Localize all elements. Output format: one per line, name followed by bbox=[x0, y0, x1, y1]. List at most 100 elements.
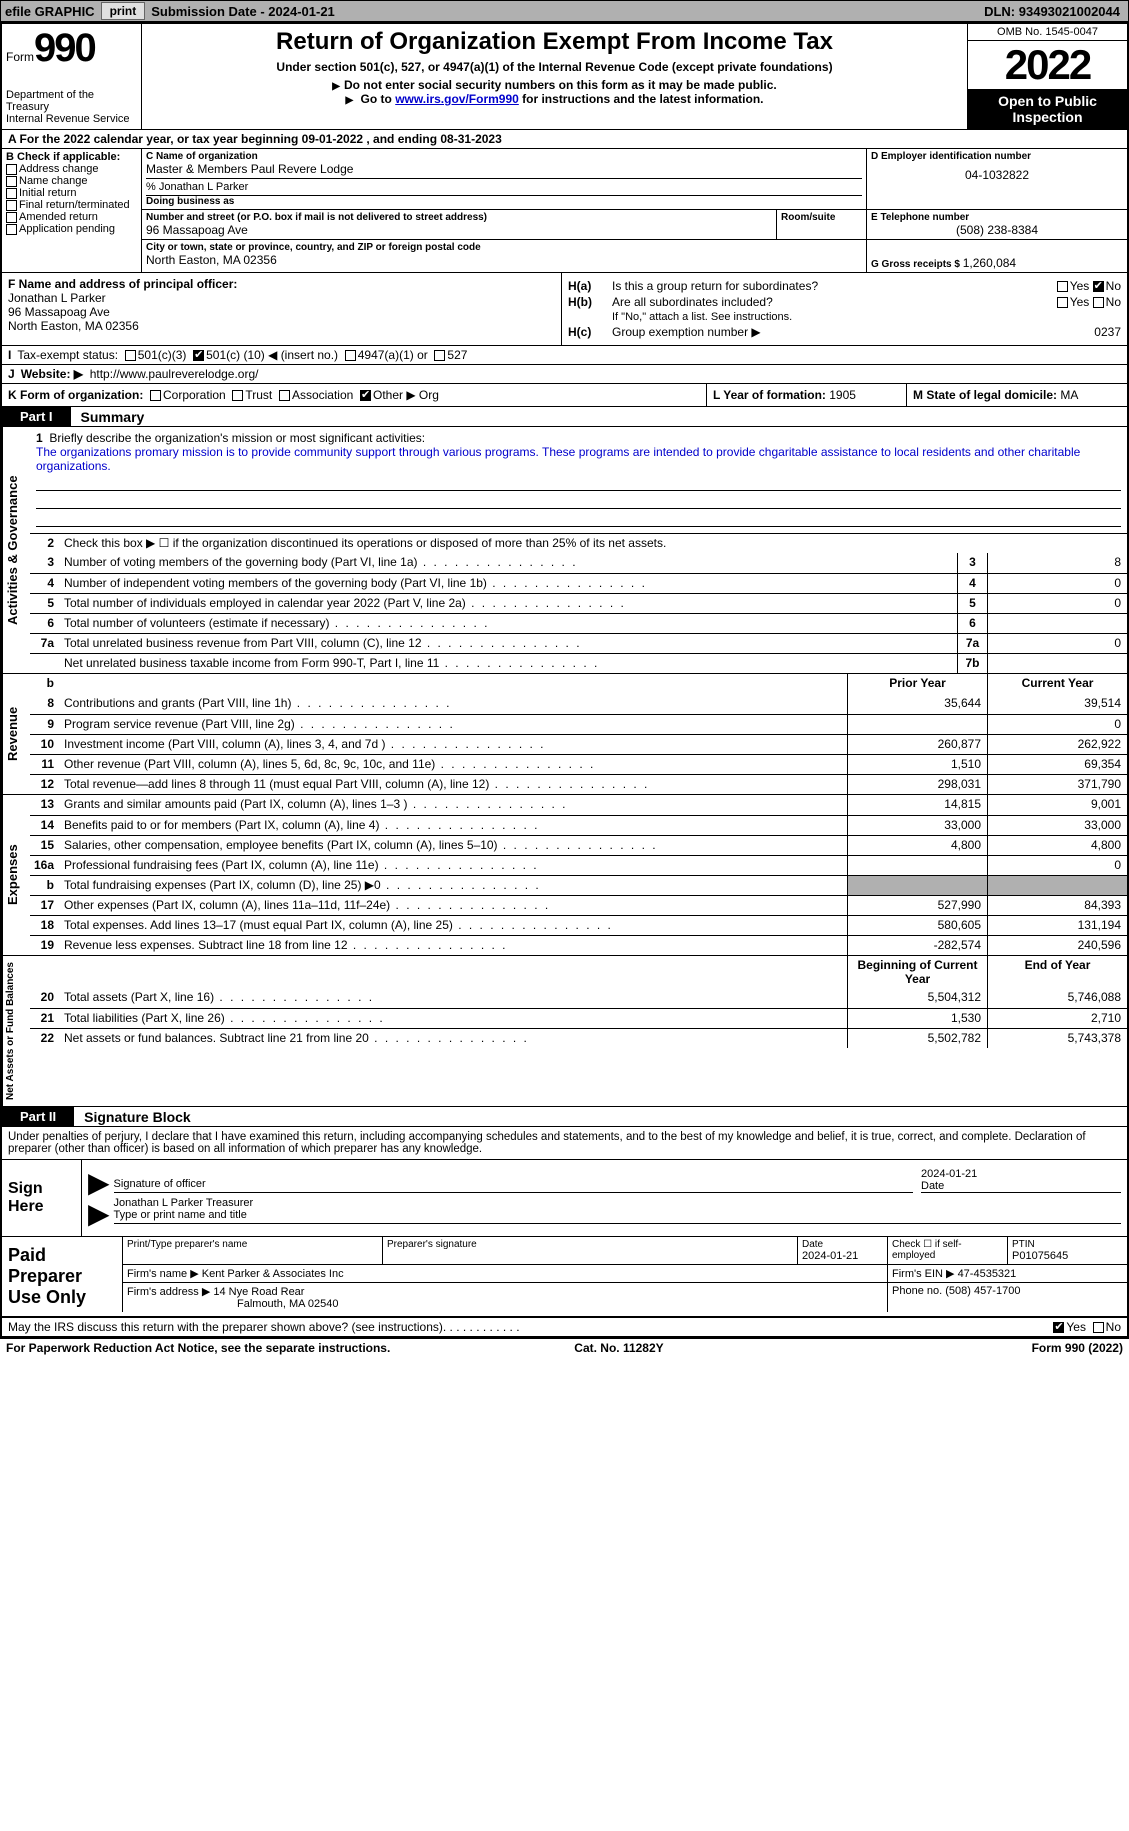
summary-governance: Activities & Governance 1 Briefly descri… bbox=[2, 427, 1127, 674]
row-j-website: J Website: ▶ http://www.paulreverelodge.… bbox=[2, 365, 1127, 384]
dept-treasury: Department of the Treasury bbox=[6, 89, 137, 113]
tax-year: 2022 bbox=[968, 41, 1127, 89]
submission-date-label: Submission Date - 2024-01-21 bbox=[147, 4, 339, 19]
prior-year-value bbox=[847, 715, 987, 734]
prior-year-value: 260,877 bbox=[847, 735, 987, 754]
current-year-value: 84,393 bbox=[987, 896, 1127, 915]
section-f-h: F Name and address of principal officer:… bbox=[2, 273, 1127, 346]
chk-4947[interactable] bbox=[345, 350, 356, 361]
prior-year-header: Prior Year bbox=[847, 674, 987, 694]
chk-trust[interactable] bbox=[232, 390, 243, 401]
footer-final: For Paperwork Reduction Act Notice, see … bbox=[0, 1339, 1129, 1357]
chk-ha-yes[interactable] bbox=[1057, 281, 1068, 292]
open-to-public: Open to Public Inspection bbox=[968, 89, 1127, 129]
irs-link[interactable]: www.irs.gov/Form990 bbox=[395, 92, 519, 106]
note-goto: Go to www.irs.gov/Form990 for instructio… bbox=[150, 92, 959, 106]
officer-street: 96 Massapoag Ave bbox=[8, 305, 555, 319]
website-url: http://www.paulreverelodge.org/ bbox=[90, 367, 259, 381]
form-title: Return of Organization Exempt From Incom… bbox=[150, 28, 959, 56]
org-city: North Easton, MA 02356 bbox=[146, 253, 862, 267]
chk-discuss-no[interactable] bbox=[1093, 1322, 1104, 1333]
summary-line: 14 Benefits paid to or for members (Part… bbox=[30, 815, 1127, 835]
chk-initial-return[interactable] bbox=[6, 188, 17, 199]
care-of: % Jonathan L Parker bbox=[146, 178, 862, 193]
current-year-value: 0 bbox=[987, 715, 1127, 734]
chk-application-pending[interactable] bbox=[6, 224, 17, 235]
summary-value: 0 bbox=[987, 574, 1127, 593]
chk-501c[interactable] bbox=[193, 350, 204, 361]
firm-name: Kent Parker & Associates Inc bbox=[202, 1268, 344, 1280]
ruled-line bbox=[36, 493, 1121, 509]
part-1-header: Part I Summary bbox=[2, 407, 1127, 427]
chk-assoc[interactable] bbox=[279, 390, 290, 401]
header-right: OMB No. 1545-0047 2022 Open to Public In… bbox=[967, 24, 1127, 129]
chk-other[interactable] bbox=[360, 390, 371, 401]
chk-name-change[interactable] bbox=[6, 176, 17, 187]
current-year-value: 240,596 bbox=[987, 936, 1127, 955]
revenue-label: Revenue bbox=[2, 674, 30, 794]
current-year-value: 39,514 bbox=[987, 694, 1127, 714]
chk-final-return[interactable] bbox=[6, 200, 17, 211]
501c-number: 10 bbox=[247, 348, 260, 362]
other-org-type: Org bbox=[419, 388, 439, 402]
firm-ein: 47-4535321 bbox=[958, 1268, 1017, 1280]
org-street: 96 Massapoag Ave bbox=[146, 223, 772, 237]
form-header: Form990 Department of the Treasury Inter… bbox=[2, 24, 1127, 130]
officer-signature-field[interactable]: Signature of officer bbox=[114, 1166, 913, 1193]
firm-address-1: 14 Nye Road Rear bbox=[213, 1286, 304, 1298]
current-year-value: 5,746,088 bbox=[987, 988, 1127, 1008]
gross-receipts: 1,260,084 bbox=[963, 256, 1016, 270]
chk-amended-return[interactable] bbox=[6, 212, 17, 223]
summary-line: 12 Total revenue—add lines 8 through 11 … bbox=[30, 774, 1127, 794]
chk-discuss-yes[interactable] bbox=[1053, 1322, 1064, 1333]
year-formation: 1905 bbox=[829, 388, 856, 402]
summary-value: 0 bbox=[987, 594, 1127, 613]
officer-name: Jonathan L Parker bbox=[8, 291, 555, 305]
prior-year-value: 298,031 bbox=[847, 775, 987, 794]
part-2-header: Part II Signature Block bbox=[2, 1107, 1127, 1127]
summary-line: 3 Number of voting members of the govern… bbox=[30, 553, 1127, 573]
current-year-value: 69,354 bbox=[987, 755, 1127, 774]
note-ssn: Do not enter social security numbers on … bbox=[150, 78, 959, 92]
sign-here-label: Sign Here bbox=[2, 1160, 82, 1236]
efile-label: efile GRAPHIC bbox=[1, 4, 99, 19]
summary-line: 16a Professional fundraising fees (Part … bbox=[30, 855, 1127, 875]
paid-preparer-block: Paid Preparer Use Only Print/Type prepar… bbox=[2, 1237, 1127, 1318]
form-subtitle: Under section 501(c), 527, or 4947(a)(1)… bbox=[150, 60, 959, 74]
chk-corp[interactable] bbox=[150, 390, 161, 401]
expenses-label: Expenses bbox=[2, 795, 30, 955]
identity-block: B Check if applicable: Address change Na… bbox=[2, 149, 1127, 273]
summary-line: 18 Total expenses. Add lines 13–17 (must… bbox=[30, 915, 1127, 935]
prior-year-value: -282,574 bbox=[847, 936, 987, 955]
summary-line: 13 Grants and similar amounts paid (Part… bbox=[30, 795, 1127, 815]
summary-value: 8 bbox=[987, 553, 1127, 573]
section-m: M State of legal domicile: MA bbox=[907, 384, 1127, 406]
prior-year-value bbox=[847, 876, 987, 895]
mission-text: The organizations promary mission is to … bbox=[36, 445, 1080, 473]
chk-hb-no[interactable] bbox=[1093, 297, 1104, 308]
signature-date: 2024-01-21Date bbox=[921, 1168, 1121, 1193]
summary-line: 9 Program service revenue (Part VIII, li… bbox=[30, 714, 1127, 734]
summary-line: 15 Salaries, other compensation, employe… bbox=[30, 835, 1127, 855]
print-button[interactable]: print bbox=[101, 2, 146, 20]
chk-527[interactable] bbox=[434, 350, 445, 361]
summary-line: 8 Contributions and grants (Part VIII, l… bbox=[30, 694, 1127, 714]
form-990-page: Form990 Department of the Treasury Inter… bbox=[0, 22, 1129, 1339]
signature-arrow-icon: ▶ bbox=[88, 1204, 110, 1224]
current-year-value: 2,710 bbox=[987, 1009, 1127, 1028]
summary-revenue: Revenue b Prior Year Current Year 8 Cont… bbox=[2, 674, 1127, 795]
ruled-line bbox=[36, 475, 1121, 491]
summary-line: 7a Total unrelated business revenue from… bbox=[30, 633, 1127, 653]
summary-line: 5 Total number of individuals employed i… bbox=[30, 593, 1127, 613]
chk-501c3[interactable] bbox=[125, 350, 136, 361]
form-page-label: Form 990 (2022) bbox=[1032, 1341, 1123, 1355]
prior-year-value: 35,644 bbox=[847, 694, 987, 714]
chk-address-change[interactable] bbox=[6, 164, 17, 175]
summary-line: 22 Net assets or fund balances. Subtract… bbox=[30, 1028, 1127, 1048]
header-middle: Return of Organization Exempt From Incom… bbox=[142, 24, 967, 129]
summary-line: 17 Other expenses (Part IX, column (A), … bbox=[30, 895, 1127, 915]
chk-hb-yes[interactable] bbox=[1057, 297, 1068, 308]
chk-ha-no[interactable] bbox=[1093, 281, 1104, 292]
ptin: P01075645 bbox=[1012, 1250, 1123, 1262]
prior-year-value: 14,815 bbox=[847, 795, 987, 815]
